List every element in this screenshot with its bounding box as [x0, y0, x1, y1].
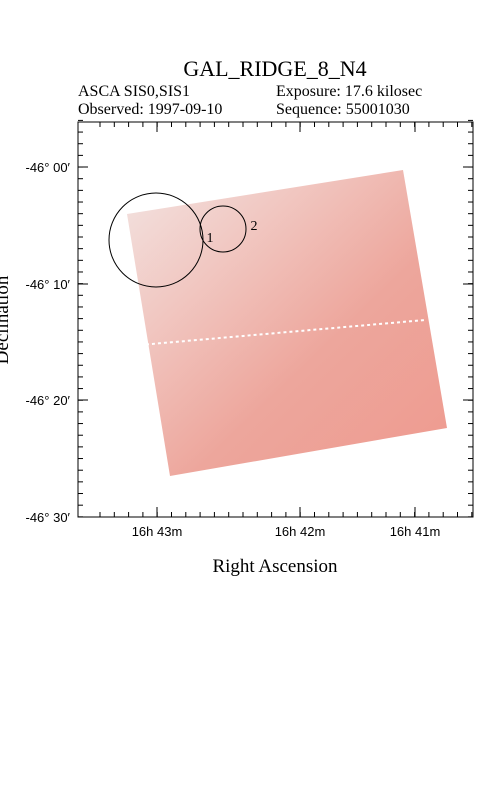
sequence: Sequence: 55001030 — [276, 101, 410, 118]
instrument: ASCA SIS0,SIS1 — [78, 83, 190, 100]
x-axis-label: Right Ascension — [212, 556, 338, 577]
y-axis-label: Declination — [0, 275, 13, 364]
title: GAL_RIDGE_8_N4 — [183, 56, 366, 81]
source-label: 1 — [207, 231, 214, 246]
x-tick-label: 16h 43m — [132, 524, 183, 539]
exposure-map — [127, 170, 447, 476]
y-tick-label: -46° 20′ — [26, 393, 71, 408]
image — [108, 170, 447, 476]
observed: Observed: 1997-09-10 — [78, 101, 222, 118]
y-tick-label: -46° 00′ — [26, 160, 71, 175]
y-tick-label: -46° 10′ — [26, 277, 71, 292]
source-label: 2 — [251, 219, 258, 234]
y-tick-label: -46° 30′ — [26, 510, 71, 525]
x-tick-label: 16h 41m — [390, 524, 441, 539]
frame — [77, 121, 474, 518]
x-tick-label: 16h 42m — [275, 524, 326, 539]
source-region — [199, 205, 247, 253]
tick-marks — [78, 119, 473, 518]
exposure: Exposure: 17.6 kilosec — [276, 83, 422, 100]
